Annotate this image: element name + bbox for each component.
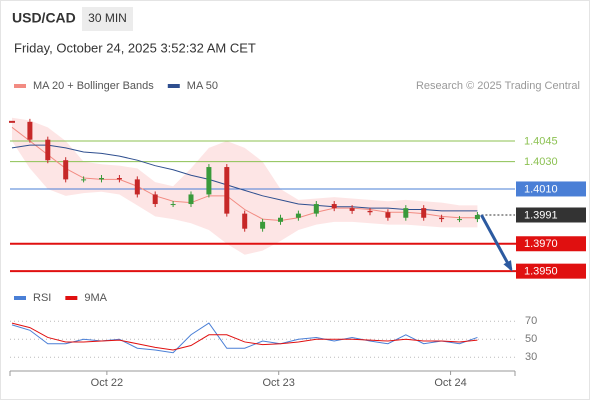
ma50-line xyxy=(11,144,478,212)
legend-label: MA 20 + Bollinger Bands xyxy=(33,80,154,92)
level-label-box xyxy=(516,207,586,223)
level-label: 1.4045 xyxy=(524,135,558,147)
y-tick-label: 30 xyxy=(525,351,537,363)
level-label: 1.4010 xyxy=(524,183,558,195)
candle xyxy=(188,194,194,205)
candle xyxy=(295,213,301,218)
candle xyxy=(385,212,391,218)
candle xyxy=(99,178,105,180)
candle xyxy=(457,219,463,221)
projection-arrow xyxy=(480,214,513,270)
legend-label: RSI xyxy=(33,292,51,304)
y-tick-label: 50 xyxy=(525,333,537,345)
legend-label: 9MA xyxy=(84,292,107,304)
level-label: 1.3970 xyxy=(524,238,558,250)
candle xyxy=(331,204,337,209)
legend-label: MA 50 xyxy=(187,80,218,92)
x-tick-label: Oct 23 xyxy=(263,377,295,389)
bollinger-band xyxy=(12,117,478,255)
legend-swatch xyxy=(14,84,26,88)
legend-swatch xyxy=(14,296,26,300)
level-label-box xyxy=(516,181,586,197)
indicator-line xyxy=(11,322,478,354)
candle xyxy=(474,214,480,220)
y-tick-label: 70 xyxy=(525,315,537,327)
source: Research © 2025 Trading Central xyxy=(416,80,580,92)
candle xyxy=(45,139,51,161)
legend-swatch xyxy=(167,84,180,88)
x-tick-label: Oct 24 xyxy=(434,377,466,389)
timestamp: Friday, October 24, 2025 3:52:32 AM CET xyxy=(14,40,256,55)
candle xyxy=(224,167,230,214)
candle xyxy=(63,160,69,180)
candle xyxy=(313,204,319,214)
level-label: 1.4030 xyxy=(524,156,558,168)
candle xyxy=(206,167,212,195)
candle xyxy=(349,208,355,211)
x-tick-label: Oct 22 xyxy=(91,377,123,389)
candle xyxy=(260,221,266,229)
candle xyxy=(439,217,445,220)
candle xyxy=(367,210,373,213)
candle xyxy=(242,213,248,229)
candle xyxy=(421,208,427,218)
level-label-box xyxy=(516,236,586,252)
level-label: 1.3950 xyxy=(524,266,558,278)
legend-swatch xyxy=(65,296,78,300)
indicator-line xyxy=(11,322,478,351)
candle xyxy=(134,179,140,195)
candle xyxy=(152,194,158,205)
level-label: 1.3991 xyxy=(524,209,558,221)
candle xyxy=(116,178,122,180)
candle xyxy=(403,208,409,218)
candle xyxy=(170,204,176,206)
candle xyxy=(81,179,87,181)
interval-box xyxy=(82,7,133,31)
candle xyxy=(278,217,284,222)
symbol: USD/CAD xyxy=(12,10,76,26)
interval: 30 MIN xyxy=(88,11,127,25)
projection-arrowhead xyxy=(503,260,513,272)
ma20-line xyxy=(11,126,478,221)
level-label-box xyxy=(516,263,586,279)
candle xyxy=(27,121,33,140)
